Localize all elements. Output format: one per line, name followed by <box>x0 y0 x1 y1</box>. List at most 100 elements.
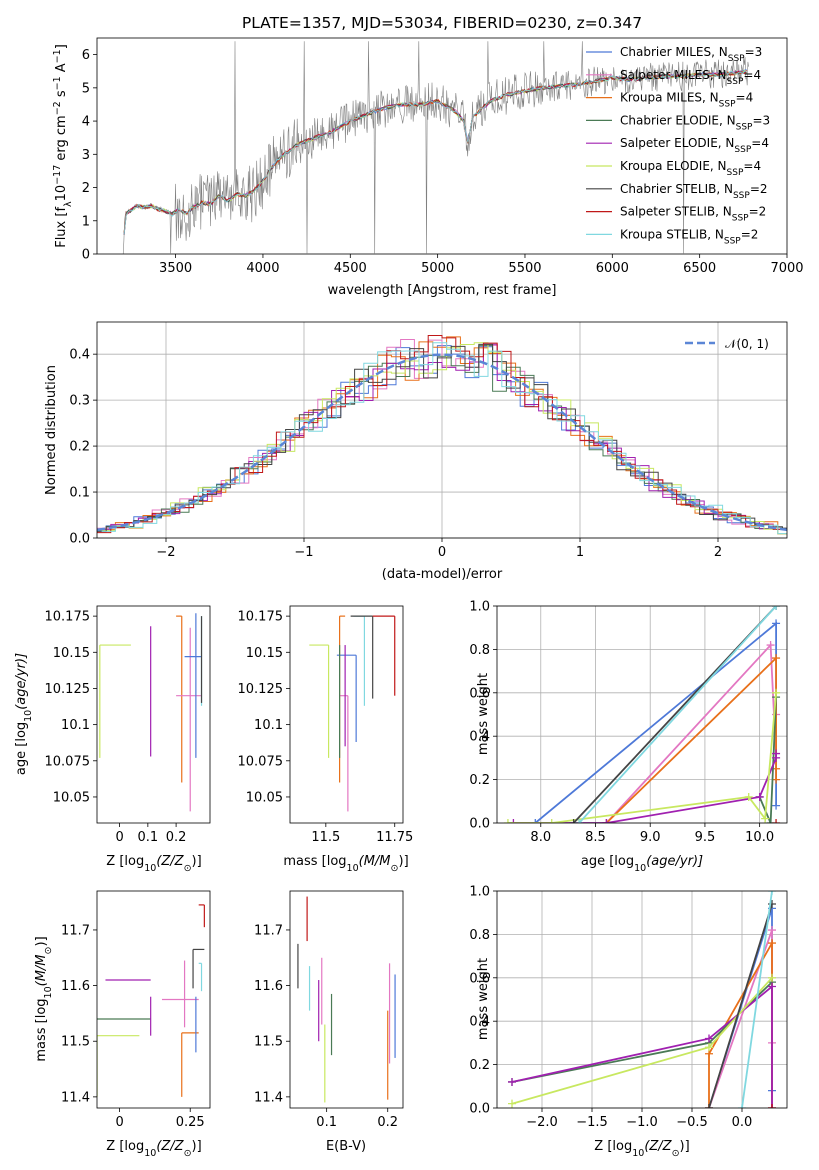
series-marker <box>768 891 776 895</box>
x-tick-label: −1.5 <box>576 1115 608 1130</box>
x-tick-label: 0 <box>115 1115 123 1130</box>
legend-label-part: SSP <box>732 214 749 224</box>
x-axis-label: mass [log10(M/M⊙)] <box>283 854 408 874</box>
data-point <box>198 962 203 992</box>
series-marker <box>772 619 781 628</box>
legend-label-part: SSP <box>728 54 745 64</box>
mass-weight-series-line <box>758 697 777 823</box>
series-marker <box>575 819 584 823</box>
legend-label-part: Chabrier ELODIE, N <box>620 113 736 127</box>
y-tick-label: 1 <box>82 214 90 229</box>
y-tick-label: 10.1 <box>61 718 90 733</box>
series-marker <box>772 749 781 758</box>
y-tick-label: 10.175 <box>45 610 91 625</box>
data-point <box>97 1035 140 1097</box>
y-tick-label: 1.0 <box>469 600 490 615</box>
plot-area <box>97 904 205 1097</box>
y-tick-label: 4 <box>82 115 90 130</box>
x-axis-label-part: ⊙ <box>184 863 192 874</box>
axes: 0 0.25 11.4 11.5 11.6 11.7 <box>61 890 211 1130</box>
y-axis-label-part: (M/M <box>34 954 49 986</box>
mass-weight-series-line <box>605 655 777 823</box>
x-tick-label: 0.2 <box>377 1115 398 1130</box>
y-axis-label-part: Normed distribution <box>44 365 59 495</box>
y-tick-label: 2 <box>82 181 90 196</box>
x-tick-label: 3500 <box>159 261 192 276</box>
data-point <box>309 644 330 758</box>
y-tick-label: 0 <box>82 248 90 263</box>
x-axis-label-part: mass [log <box>283 854 346 869</box>
y-axis-label-part: s <box>54 90 69 101</box>
y-tick-label: 0.6 <box>469 686 490 701</box>
legend-label-part: SSP <box>733 191 750 201</box>
legend-label-part: Kroupa STELIB, N <box>620 227 724 241</box>
y-tick-label: 11.6 <box>254 979 283 994</box>
x-axis-label-part: 10 <box>634 863 646 874</box>
legend-label-part: Salpeter MILES, N <box>620 68 727 82</box>
data-point <box>99 644 131 758</box>
x-tick-label: 8.5 <box>585 830 606 845</box>
x-tick-label: 0.1 <box>138 830 159 845</box>
series-marker <box>547 819 556 823</box>
x-axis-label-part: Z [log <box>106 854 144 869</box>
y-tick-label: 10.15 <box>53 646 90 661</box>
legend-label: Salpeter STELIB, NSSP=2 <box>620 205 766 224</box>
x-axis-label-part: 10 <box>347 863 359 874</box>
series-marker <box>761 814 770 823</box>
plot-area <box>309 615 396 812</box>
y-axis-label-part: 10 <box>23 710 34 722</box>
plot-area <box>508 891 776 1108</box>
x-axis-label-part: Z [log <box>594 1139 632 1154</box>
y-tick-label: 0.0 <box>469 1102 490 1117</box>
normal-curve-line <box>97 353 787 532</box>
x-axis-label: E(B-V) <box>326 1139 366 1154</box>
y-tick-label: 6 <box>82 48 90 63</box>
y-axis-label-part: −2 <box>52 101 63 115</box>
age-vs-metallicity-panel: 0 0.1 0.2 10.05 10.075 10.1 10.125 10.15 10.175 Z… <box>14 605 211 874</box>
x-tick-label: 1 <box>576 545 584 560</box>
y-axis-label-part: mass weight <box>476 673 491 755</box>
y-tick-label: 11.5 <box>61 1035 90 1050</box>
y-tick-label: 0.0 <box>469 817 490 832</box>
series-marker <box>755 792 764 801</box>
y-axis-label-part: ⊙ <box>43 947 54 955</box>
axes-frame <box>96 605 211 824</box>
x-axis-label-part: age [log <box>581 854 634 869</box>
series-marker <box>569 819 578 823</box>
x-axis-label-part: Z [log <box>106 1139 144 1154</box>
x-tick-label: −1.0 <box>626 1115 658 1130</box>
x-tick-label: 9.5 <box>695 830 716 845</box>
x-tick-label: −1 <box>294 545 313 560</box>
y-axis-label-part: λ <box>63 201 74 207</box>
residual-histogram-step <box>101 336 787 535</box>
y-tick-label: 10.075 <box>238 754 284 769</box>
axes-frame <box>96 321 788 539</box>
series-marker <box>705 1104 713 1108</box>
legend-label-part: Salpeter ELODIE, N <box>620 136 734 150</box>
y-axis-label-part: Flux [f <box>54 207 69 248</box>
series-marker <box>705 1043 713 1052</box>
y-tick-label: 0.1 <box>69 486 90 501</box>
series-marker <box>768 973 776 982</box>
x-tick-label: 6500 <box>683 261 716 276</box>
legend-label-part: =4 <box>736 91 754 105</box>
series-marker <box>602 819 611 823</box>
axes: 0.1 0.2 11.4 11.5 11.6 11.7 <box>254 890 404 1130</box>
y-tick-label: 0.2 <box>469 773 490 788</box>
y-axis-label-part: −17 <box>52 165 63 185</box>
x-axis-label-part: )] <box>399 854 409 869</box>
legend-label-part: =4 <box>743 159 761 173</box>
x-tick-label: 0.0 <box>732 1115 753 1130</box>
residual-histogram-step <box>97 343 787 530</box>
data-point <box>198 904 205 928</box>
legend-label: Chabrier MILES, NSSP=3 <box>620 45 762 64</box>
data-point <box>339 695 349 812</box>
legend-label-part: =3 <box>752 113 770 127</box>
y-axis-label: Normed distribution <box>44 365 59 495</box>
y-tick-label: 10.125 <box>238 682 284 697</box>
mass-weight-series-line <box>708 903 773 1108</box>
x-axis-label-part: ⊙ <box>184 1148 192 1159</box>
x-axis-label-part: (Z/Z <box>156 1139 184 1154</box>
y-axis-label-part: (age/yr)] <box>14 653 29 710</box>
